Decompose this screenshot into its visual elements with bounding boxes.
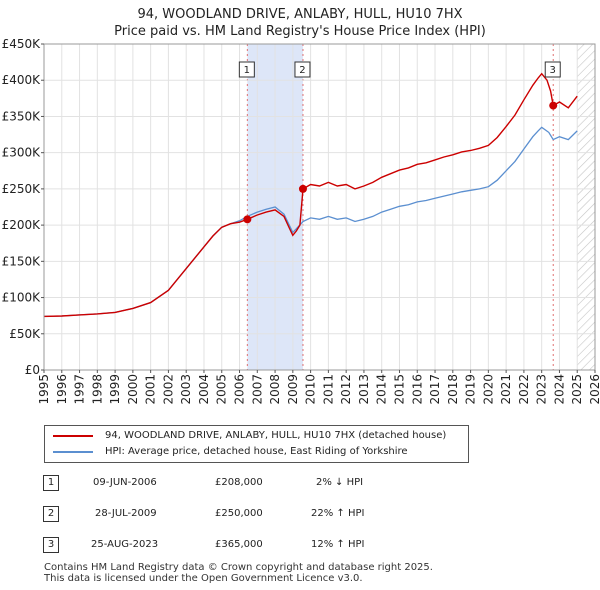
sale-marker-label: 2	[299, 65, 305, 76]
x-tick-label: 2009	[286, 374, 300, 405]
footer-copyright: Contains HM Land Registry data © Crown c…	[44, 562, 433, 573]
x-tick-label: 2021	[499, 374, 513, 405]
legend-swatch-property	[53, 435, 93, 437]
sale-point	[298, 184, 307, 193]
transaction-date: 09-JUN-2006	[93, 477, 157, 488]
y-tick-label: £300K	[2, 146, 42, 160]
x-tick-label: 2010	[304, 374, 318, 405]
x-tick-label: 1995	[37, 374, 51, 405]
x-tick-label: 2008	[268, 374, 282, 405]
y-tick-label: £0	[25, 363, 40, 377]
x-tick-label: 2017	[428, 374, 442, 405]
transaction-row: 2 28-JUL-2009 £250,000 22% ↑ HPI	[0, 505, 600, 525]
x-tick-label: 1996	[55, 374, 69, 405]
y-tick-label: £450K	[2, 37, 42, 51]
sale-marker-label: 1	[244, 65, 250, 76]
x-tick-label: 2025	[570, 374, 584, 405]
y-tick-label: £250K	[2, 182, 42, 196]
transaction-marker: 3	[43, 537, 59, 553]
y-tick-label: £350K	[2, 109, 42, 123]
x-tick-label: 1997	[73, 374, 87, 405]
legend-label-hpi: HPI: Average price, detached house, East…	[105, 446, 408, 457]
y-tick-label: £400K	[2, 73, 42, 87]
y-tick-label: £50K	[9, 327, 41, 341]
x-tick-label: 2005	[215, 374, 229, 405]
sale-marker-box	[544, 61, 561, 78]
x-tick-label: 2006	[233, 374, 247, 405]
price-chart: 1 2 3 £0 £50K £100K £150K £200K £250K £300K £350K…	[2, 37, 600, 405]
chart-title-line1: 94, WOODLAND DRIVE, ANLABY, HULL, HU10 7…	[137, 7, 463, 22]
transaction-hpi-change: 2% ↓ HPI	[316, 477, 364, 488]
x-tick-label: 2020	[481, 374, 495, 405]
x-tick-label: 2024	[552, 374, 566, 405]
x-tick-label: 2001	[144, 374, 158, 405]
transaction-hpi-change: 12% ↑ HPI	[311, 539, 365, 550]
transaction-price: £365,000	[215, 539, 263, 550]
legend-label-property: 94, WOODLAND DRIVE, ANLABY, HULL, HU10 7…	[105, 430, 447, 441]
x-tick-label: 2012	[339, 374, 353, 405]
transaction-date: 28-JUL-2009	[95, 508, 157, 519]
footer-attribution: Contains HM Land Registry data © Crown c…	[44, 562, 433, 584]
legend-item-hpi: HPI: Average price, detached house, East…	[53, 444, 408, 460]
x-tick-label: 2026	[588, 374, 600, 405]
transaction-price: £250,000	[215, 508, 263, 519]
transaction-price: £208,000	[215, 477, 263, 488]
property-series-line	[44, 72, 578, 318]
x-tick-label: 1999	[108, 374, 122, 405]
y-tick-label: £100K	[2, 291, 42, 305]
transaction-marker: 1	[43, 475, 59, 491]
forecast-hatch	[577, 44, 595, 370]
chart-title-line2: Price paid vs. HM Land Registry's House …	[114, 24, 486, 39]
x-tick-label: 2011	[321, 374, 335, 405]
legend-item-property: 94, WOODLAND DRIVE, ANLABY, HULL, HU10 7…	[53, 428, 446, 444]
x-tick-label: 2018	[446, 374, 460, 405]
footer-licence: This data is licensed under the Open Gov…	[44, 573, 363, 584]
transaction-date: 25-AUG-2023	[91, 539, 159, 550]
y-tick-label: £150K	[2, 254, 42, 268]
y-tick-label: £200K	[2, 218, 42, 232]
x-tick-label: 2007	[250, 374, 264, 405]
x-tick-label: 2003	[179, 374, 193, 405]
x-tick-label: 2013	[357, 374, 371, 405]
x-tick-label: 2015	[392, 374, 406, 405]
x-tick-label: 2022	[517, 374, 531, 405]
x-tick-label: 2014	[375, 374, 389, 405]
transaction-marker: 2	[43, 506, 59, 522]
plot-area	[44, 44, 595, 370]
transaction-row: 1 09-JUN-2006 £208,000 2% ↓ HPI	[0, 474, 600, 494]
x-tick-label: 1998	[90, 374, 104, 405]
x-tick-label: 2000	[126, 374, 140, 405]
sale-marker-box	[238, 61, 255, 78]
transaction-row: 3 25-AUG-2023 £365,000 12% ↑ HPI	[0, 536, 600, 556]
sale-point	[549, 101, 558, 110]
transaction-hpi-change: 22% ↑ HPI	[311, 508, 365, 519]
sale-marker-box	[294, 61, 311, 78]
x-tick-label: 2002	[161, 374, 175, 405]
sale-point	[243, 215, 252, 224]
x-tick-label: 2023	[535, 374, 549, 405]
plot-frame	[43, 43, 596, 371]
x-tick-label: 2019	[464, 374, 478, 405]
sale-marker-label: 3	[550, 65, 556, 76]
x-tick-label: 2004	[197, 374, 211, 405]
x-tick-label: 2016	[410, 374, 424, 405]
chart-legend: 94, WOODLAND DRIVE, ANLABY, HULL, HU10 7…	[44, 425, 469, 463]
legend-swatch-hpi	[53, 451, 93, 453]
